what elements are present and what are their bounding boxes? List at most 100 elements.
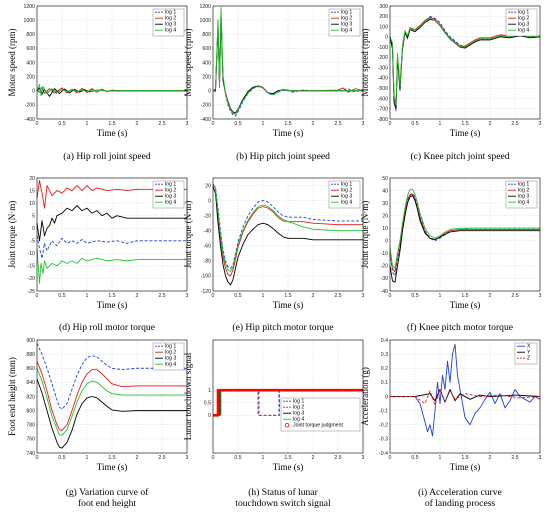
y-tick-label: -700 [378, 107, 388, 113]
series-line-log-4 [212, 6, 363, 114]
y-tick-label: 10 [382, 226, 388, 232]
y-tick-label: 20 [29, 176, 35, 182]
panel-caption: of landing process [425, 498, 496, 509]
legend-box [328, 180, 361, 209]
series-line-log-1 [36, 235, 187, 259]
x-tick-label: 0.5 [234, 455, 241, 461]
y-tick-label: -0.3 [379, 437, 388, 443]
y-tick-label: 0 [32, 89, 35, 95]
legend-label: log 3 [165, 356, 176, 362]
panel-caption: foot end height [78, 498, 136, 509]
x-tick-label: 1 [86, 293, 89, 299]
x-axis-label: Time (s) [273, 128, 303, 138]
y-axis-label: Foot end height (mm) [7, 357, 17, 436]
x-tick-label: 1.5 [461, 121, 468, 127]
x-tick-label: 0 [212, 455, 215, 461]
x-tick-label: 2.5 [511, 121, 518, 127]
y-tick-label: 0 [385, 394, 388, 400]
x-tick-label: 3 [362, 455, 365, 461]
y-tick-label: 15 [29, 188, 35, 194]
legend-label: log 1 [518, 10, 529, 16]
x-axis-label: Time (s) [450, 462, 480, 472]
y-tick-label: -10 [381, 251, 389, 257]
legend-label: log 2 [341, 16, 352, 22]
panel-caption: (f) Knee pitch motor torque [407, 322, 513, 333]
x-tick-label: 2 [312, 293, 315, 299]
y-axis-label: Acceleration (g) [360, 367, 370, 426]
x-tick-label: 2 [136, 293, 139, 299]
series-line-log-4 [212, 185, 363, 272]
y-tick-label: -80 [204, 259, 212, 265]
series-line-log-1 [36, 343, 187, 410]
y-tick-label: 600 [202, 46, 211, 52]
x-tick-label: 2 [136, 455, 139, 461]
legend-label: log 2 [165, 16, 176, 22]
x-tick-label: 0.5 [58, 121, 65, 127]
y-tick-label: -400 [378, 76, 388, 82]
chart-panel-5: 0 0.5 1 1.5 2 2.5 3 -40 -30 -20 -10 0 10 20 30 40 50 log … [360, 176, 542, 333]
y-tick-label: 20 [205, 183, 211, 189]
series-line-log-3 [36, 378, 187, 449]
panel-caption: (c) Knee pitch joint speed [410, 151, 509, 162]
y-axis-label: Lunar touchdown signal [183, 352, 193, 440]
y-tick-label: 740 [26, 451, 35, 457]
y-tick-label: 0.2 [381, 366, 388, 372]
x-tick-label: 0 [389, 293, 392, 299]
legend-box [514, 342, 538, 365]
x-tick-label: 3 [539, 293, 542, 299]
axes-frame [36, 339, 188, 454]
y-tick-label: 800 [26, 408, 35, 414]
y-tick-label: -800 [378, 117, 388, 123]
legend-label: log 3 [341, 194, 352, 200]
y-tick-label: 1000 [199, 18, 211, 24]
legend-label: Z [527, 356, 530, 362]
y-tick-label: 400 [202, 60, 211, 66]
x-axis-label: Time (s) [273, 462, 303, 472]
legend-label: log 1 [165, 182, 176, 188]
chart-panel-0: 0 0.5 1 1.5 2 2.5 3 -400 -200 0 200 400 600 800 1000 12… [7, 4, 189, 162]
y-tick-label: 800 [202, 32, 211, 38]
chart-panel-8: 0 0.5 1 1.5 2 2.5 3 -0.4 -0.3 -0.2 -0.1 0 0.1 0.2 0.3 0… [360, 338, 542, 509]
x-tick-label: 1 [262, 293, 265, 299]
legend-box [328, 8, 361, 37]
x-tick-label: 1.5 [284, 121, 291, 127]
panel-caption: (a) Hip roll joint speed [63, 151, 151, 162]
legend-label: log 2 [165, 188, 176, 194]
legend-label: log 2 [518, 188, 529, 194]
x-tick-label: 1.5 [108, 293, 115, 299]
y-tick-label: -200 [378, 55, 388, 61]
y-tick-label: 300 [379, 4, 388, 10]
x-tick-label: 1 [439, 455, 442, 461]
axes-frame [36, 177, 188, 292]
x-tick-label: 1 [86, 455, 89, 461]
y-tick-label: -20 [28, 276, 36, 282]
chart-panel-2: 0 0.5 1 1.5 2 2.5 3 -800 -700 -600 -500 -400 -300 -20… [360, 4, 542, 162]
y-tick-label: 10 [29, 201, 35, 207]
y-tick-label: 0.3 [381, 352, 388, 358]
series-line-log-3 [212, 186, 363, 286]
y-tick-label: -40 [381, 289, 389, 295]
y-tick-label: 5 [32, 213, 35, 219]
y-tick-label: -300 [378, 65, 388, 71]
y-tick-label: 1200 [199, 4, 211, 10]
series-line-log-4 [36, 83, 187, 97]
x-tick-label: 1.5 [284, 455, 291, 461]
y-tick-label: 0 [385, 239, 388, 245]
y-tick-label: -200 [25, 103, 35, 109]
y-tick-label: -30 [381, 276, 389, 282]
legend: XYZ [514, 342, 538, 365]
x-tick-label: 0 [212, 121, 215, 127]
series-line-log-4 [389, 17, 541, 106]
y-axis-label: Joint torque (N·m) [7, 201, 17, 269]
x-tick-label: 2.5 [158, 455, 165, 461]
axes-frame [36, 5, 188, 120]
series-line-log-1 [213, 389, 363, 416]
legend-label: log 2 [165, 350, 176, 356]
legend-label: log 3 [518, 22, 529, 28]
y-tick-label: -400 [25, 117, 35, 123]
legend-label: Y [527, 350, 531, 356]
